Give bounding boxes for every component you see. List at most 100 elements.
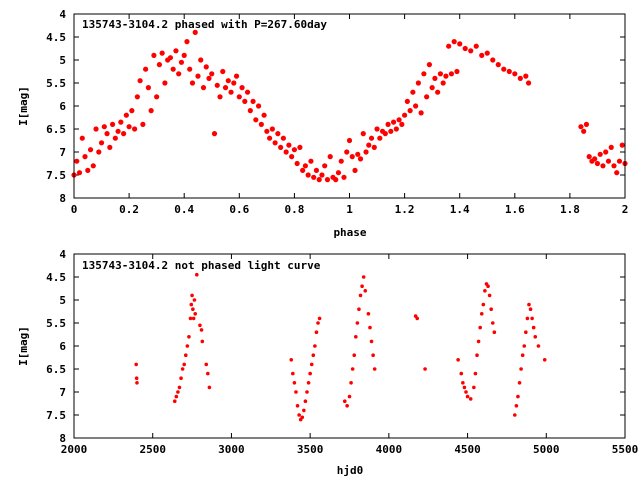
unphased-data-point (190, 293, 194, 298)
phased-data-point (440, 80, 446, 86)
phased-data-point (360, 131, 366, 137)
unphased-data-point (483, 289, 487, 293)
phased-data-point (217, 94, 223, 100)
phased-data-point (198, 57, 204, 63)
unphased-data-point (516, 394, 520, 399)
phased-data-point (616, 158, 623, 164)
unphased-data-point (294, 390, 298, 394)
unphased-data-point (179, 376, 183, 381)
phased-data-point (98, 140, 105, 146)
phased-data-point (170, 66, 176, 72)
unphased-data-point (182, 362, 186, 367)
phased-data-point (586, 154, 592, 160)
phased-data-point (239, 85, 245, 91)
phased-data-point (608, 144, 614, 150)
phased-y-tick-label: 7.5 (46, 169, 66, 182)
phased-x-tick-label: 1.6 (505, 203, 525, 216)
phased-data-point (156, 62, 163, 68)
phased-data-point (167, 55, 174, 61)
phased-data-point (424, 94, 430, 100)
phased-data-point (112, 135, 118, 141)
unphased-data-point (372, 367, 377, 371)
phased-data-point (302, 163, 309, 169)
unphased-data-point (207, 385, 212, 390)
phased-data-point (87, 147, 94, 153)
phased-data-point (79, 135, 85, 141)
unphased-data-point (204, 362, 209, 367)
phased-chart-ylabel: I[mag] (17, 86, 30, 126)
unphased-data-point (183, 353, 188, 358)
unphased-data-point (191, 316, 196, 321)
unphased-data-point (522, 344, 527, 348)
phased-data-point (233, 73, 240, 79)
unphased-data-point (464, 390, 468, 394)
phased-data-point (388, 128, 394, 134)
unphased-data-point (476, 339, 481, 344)
unphased-data-point (481, 302, 486, 307)
phased-data-point (129, 108, 135, 114)
phased-data-point (490, 57, 496, 63)
phased-data-point (236, 94, 242, 100)
unphased-data-point (352, 353, 357, 358)
phased-data-point (107, 144, 113, 150)
phased-data-point (517, 75, 523, 81)
unphased-data-point (472, 385, 476, 390)
unphased-data-point (536, 344, 541, 348)
unphased-data-point (475, 353, 479, 358)
phased-data-point (484, 50, 490, 56)
unphased-data-point (311, 353, 316, 358)
unphased-data-point (172, 399, 177, 404)
unphased-data-point (519, 367, 523, 371)
phased-data-point (214, 82, 220, 88)
unphased-data-point (524, 330, 528, 335)
phased-data-point (305, 172, 311, 178)
phased-data-point (76, 170, 83, 176)
phased-data-point (178, 59, 185, 65)
phased-data-point (126, 124, 132, 130)
unphased-data-point (358, 293, 363, 298)
phased-data-point (495, 62, 501, 68)
phased-x-tick-label: 0.2 (119, 203, 139, 216)
phased-data-point (448, 71, 455, 77)
phased-data-point (614, 170, 620, 176)
phased-x-tick-label: 1.2 (395, 203, 415, 216)
phased-data-point (145, 85, 151, 91)
phased-data-point (390, 119, 397, 125)
unphased-data-point (289, 358, 294, 362)
phased-data-point (280, 135, 286, 141)
unphased-data-point (188, 316, 193, 321)
phased-data-point (181, 52, 187, 59)
phased-data-point (324, 177, 331, 183)
unphased-chart-xlabel: hjd0 (337, 464, 364, 477)
unphased-data-point (308, 371, 312, 376)
phased-data-point (357, 156, 364, 162)
phased-data-point (578, 124, 584, 130)
phased-data-point (432, 75, 438, 81)
phased-data-point (187, 66, 193, 72)
phased-data-point (316, 177, 322, 183)
unphased-data-point (313, 344, 317, 348)
phased-data-point (222, 85, 229, 91)
unphased-data-point (292, 381, 297, 385)
phased-data-point (443, 73, 449, 79)
phased-data-point (286, 142, 292, 148)
unphased-data-point (192, 298, 197, 302)
unphased-data-point (360, 284, 364, 289)
phased-data-point (308, 158, 314, 164)
unphased-chart-ylabel: I[mag] (17, 326, 30, 366)
unphased-data-point (314, 330, 319, 335)
unphased-data-point (366, 312, 371, 316)
phased-chart-frame (73, 13, 626, 199)
unphased-data-point (180, 367, 185, 371)
unphased-data-point (198, 323, 202, 328)
phased-data-point (289, 154, 295, 160)
unphased-chart-frame (73, 253, 626, 439)
phased-data-point (335, 170, 342, 176)
unphased-data-point (531, 325, 536, 330)
phased-y-tick-label: 5.5 (46, 77, 66, 90)
phased-data-point (429, 85, 435, 91)
phased-data-point (258, 121, 264, 127)
unphased-chart-title: 135743-3104.2 not phased light curve (82, 259, 321, 272)
phased-data-point (603, 149, 609, 155)
unphased-data-point (345, 404, 349, 408)
